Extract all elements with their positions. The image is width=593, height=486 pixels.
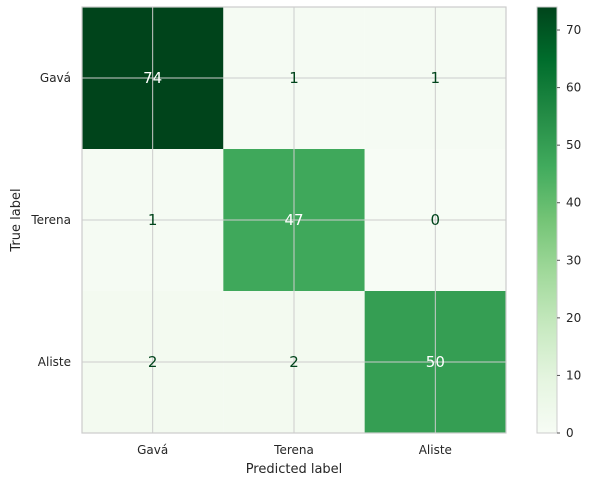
plot-frame — [81, 6, 507, 434]
cell-value-label: 50 — [426, 353, 445, 371]
colorbar-tick-labels: 0 10 20 30 40 50 60 70 — [557, 23, 581, 440]
colorbar: 0 10 20 30 40 50 60 70 — [536, 6, 581, 440]
x-tick-label: Aliste — [419, 443, 452, 457]
colorbar-tick-label: 70 — [566, 23, 581, 37]
y-tick-label: Aliste — [38, 355, 71, 369]
cell-value-label: 0 — [431, 211, 441, 229]
colorbar-tick-label: 50 — [566, 138, 581, 152]
x-tick-label: Terena — [273, 443, 314, 457]
cell-value-label: 2 — [148, 353, 158, 371]
y-tick-label: Gavá — [40, 71, 71, 85]
cell-value-label: 1 — [289, 69, 299, 87]
y-tick-label: Terena — [30, 213, 71, 227]
x-tick-labels: Gavá Terena Aliste — [137, 443, 452, 457]
colorbar-gradient — [536, 6, 558, 434]
colorbar-tick-label: 60 — [566, 81, 581, 95]
cell-value-label: 74 — [143, 69, 162, 87]
cell-value-label: 1 — [431, 69, 441, 87]
y-axis-label: True label — [9, 188, 24, 252]
cell-value-label: 2 — [289, 353, 299, 371]
cell-value-label: 1 — [148, 211, 158, 229]
grid-lines — [82, 7, 506, 433]
cell-value-label: 47 — [284, 211, 303, 229]
colorbar-tick-label: 10 — [566, 368, 581, 382]
colorbar-tick-label: 20 — [566, 311, 581, 325]
colorbar-tick-label: 0 — [566, 426, 574, 440]
x-axis-label: Predicted label — [246, 462, 343, 477]
colorbar-tick-label: 40 — [566, 196, 581, 210]
y-tick-labels: Gavá Terena Aliste — [30, 71, 71, 369]
x-tick-label: Gavá — [137, 443, 168, 457]
cell-value-labels: 74 1 1 1 47 0 2 2 50 — [143, 69, 445, 371]
colorbar-tick-label: 30 — [566, 253, 581, 267]
